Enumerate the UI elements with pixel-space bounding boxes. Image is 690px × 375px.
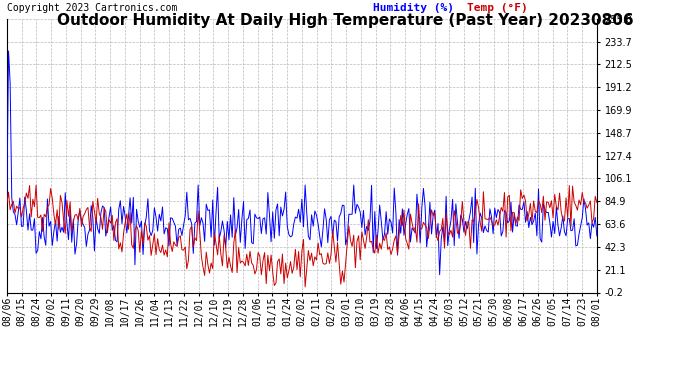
Text: Copyright 2023 Cartronics.com: Copyright 2023 Cartronics.com — [7, 3, 177, 13]
Text: Temp (°F): Temp (°F) — [467, 3, 528, 13]
Text: Outdoor Humidity At Daily High Temperature (Past Year) 20230806: Outdoor Humidity At Daily High Temperatu… — [57, 13, 633, 28]
Text: Humidity (%): Humidity (%) — [373, 3, 453, 13]
